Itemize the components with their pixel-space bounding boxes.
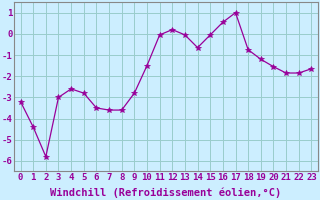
X-axis label: Windchill (Refroidissement éolien,°C): Windchill (Refroidissement éolien,°C): [50, 187, 282, 198]
